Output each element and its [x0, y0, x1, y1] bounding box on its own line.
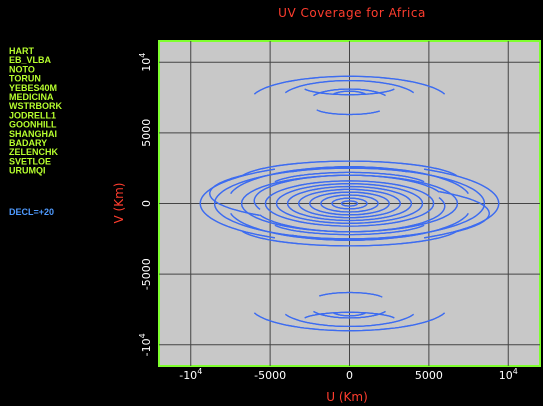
- uv-track-mirror-9: [332, 90, 367, 95]
- uv-track-9: [332, 312, 367, 317]
- station-label: SVETLOE: [9, 156, 51, 166]
- station-label: BADARY: [9, 138, 47, 148]
- uv-track-8: [313, 310, 386, 319]
- uv-track-mirror-18: [240, 174, 459, 233]
- uv-track-mirror-10: [304, 88, 395, 96]
- uv-track-mirror-15: [213, 167, 486, 204]
- y-tick-label-3: -5000: [140, 258, 153, 290]
- y-tick-labels: 104 5000 0 -5000 -104: [138, 53, 153, 357]
- uv-track-mirror-22: [275, 183, 424, 224]
- station-label: WSTRBORK: [9, 101, 62, 111]
- station-label: TORUN: [9, 74, 41, 84]
- uv-track-32: [274, 224, 425, 236]
- chart-title: UV Coverage for Africa: [278, 6, 426, 20]
- station-label: YEBES40M: [9, 83, 57, 93]
- uv-track-11: [319, 291, 380, 297]
- uv-track-mirror-28: [340, 200, 359, 207]
- x-tick-label-1: -5000: [254, 369, 286, 382]
- uv-track-mirror-34: [209, 174, 260, 216]
- uv-track-mirror-7: [285, 79, 414, 94]
- x-tick-label-3: 5000: [415, 369, 443, 382]
- uv-track-13: [199, 168, 275, 239]
- uv-track-mirror-6: [253, 75, 446, 95]
- y-tick-label-0: 104: [138, 53, 153, 72]
- grid-lines: [159, 41, 540, 366]
- uv-track-mirror-26: [320, 194, 379, 213]
- x-tick-label-2: 0: [346, 369, 353, 382]
- station-list: HARTEB_VLBANOTOTORUNYEBES40MMEDICINAWSTR…: [9, 46, 62, 176]
- uv-track-mirror-30: [241, 160, 458, 177]
- uv-track-34: [439, 191, 490, 233]
- uv-track-mirror-21: [264, 180, 435, 227]
- uv-track-mirror-23: [286, 185, 413, 222]
- station-label: URUMQI: [9, 166, 46, 176]
- x-axis-label: U (Km): [326, 390, 368, 404]
- uv-track-15: [213, 203, 486, 240]
- uv-track-mirror-8: [313, 88, 386, 97]
- station-label: JODRELL1: [9, 110, 56, 120]
- uv-track-7: [285, 313, 414, 328]
- station-label: NOTO: [9, 64, 35, 74]
- uv-track-30: [241, 230, 458, 247]
- y-axis-label: V (Km): [112, 183, 126, 224]
- uv-track-mirror-13: [424, 168, 500, 239]
- uv-track-mirror-11: [319, 110, 380, 116]
- uv-track-mirror-32: [274, 171, 425, 183]
- y-tick-label-4: -104: [138, 333, 153, 356]
- uv-track-mirror-27: [331, 197, 368, 210]
- station-label: MEDICINA: [9, 92, 54, 102]
- x-tick-label-4: 104: [499, 367, 518, 382]
- station-label: SHANGHAI: [9, 129, 57, 139]
- x-tick-labels: -104 -5000 0 5000 104: [179, 367, 518, 382]
- declination-label: DECL=+20: [9, 207, 54, 217]
- uv-track-mirror-24: [298, 188, 401, 219]
- station-label: HART: [9, 46, 34, 56]
- station-label: EB_VLBA: [9, 55, 52, 65]
- uv-tracks: [199, 75, 500, 332]
- uv-track-mirror-20: [253, 174, 440, 210]
- uv-track-6: [253, 312, 446, 332]
- uv-track-mirror-25: [309, 191, 390, 216]
- uv-track-10: [304, 311, 395, 319]
- y-tick-label-1: 5000: [140, 119, 153, 147]
- station-label: ZELENCHK: [9, 147, 58, 157]
- x-tick-label-0: -104: [179, 367, 202, 382]
- y-tick-label-2: 0: [140, 200, 153, 207]
- uv-track-36: [292, 234, 407, 241]
- station-label: GOONHILL: [9, 120, 57, 130]
- uv-track-mirror-36: [292, 166, 407, 173]
- uv-track-20: [259, 197, 446, 233]
